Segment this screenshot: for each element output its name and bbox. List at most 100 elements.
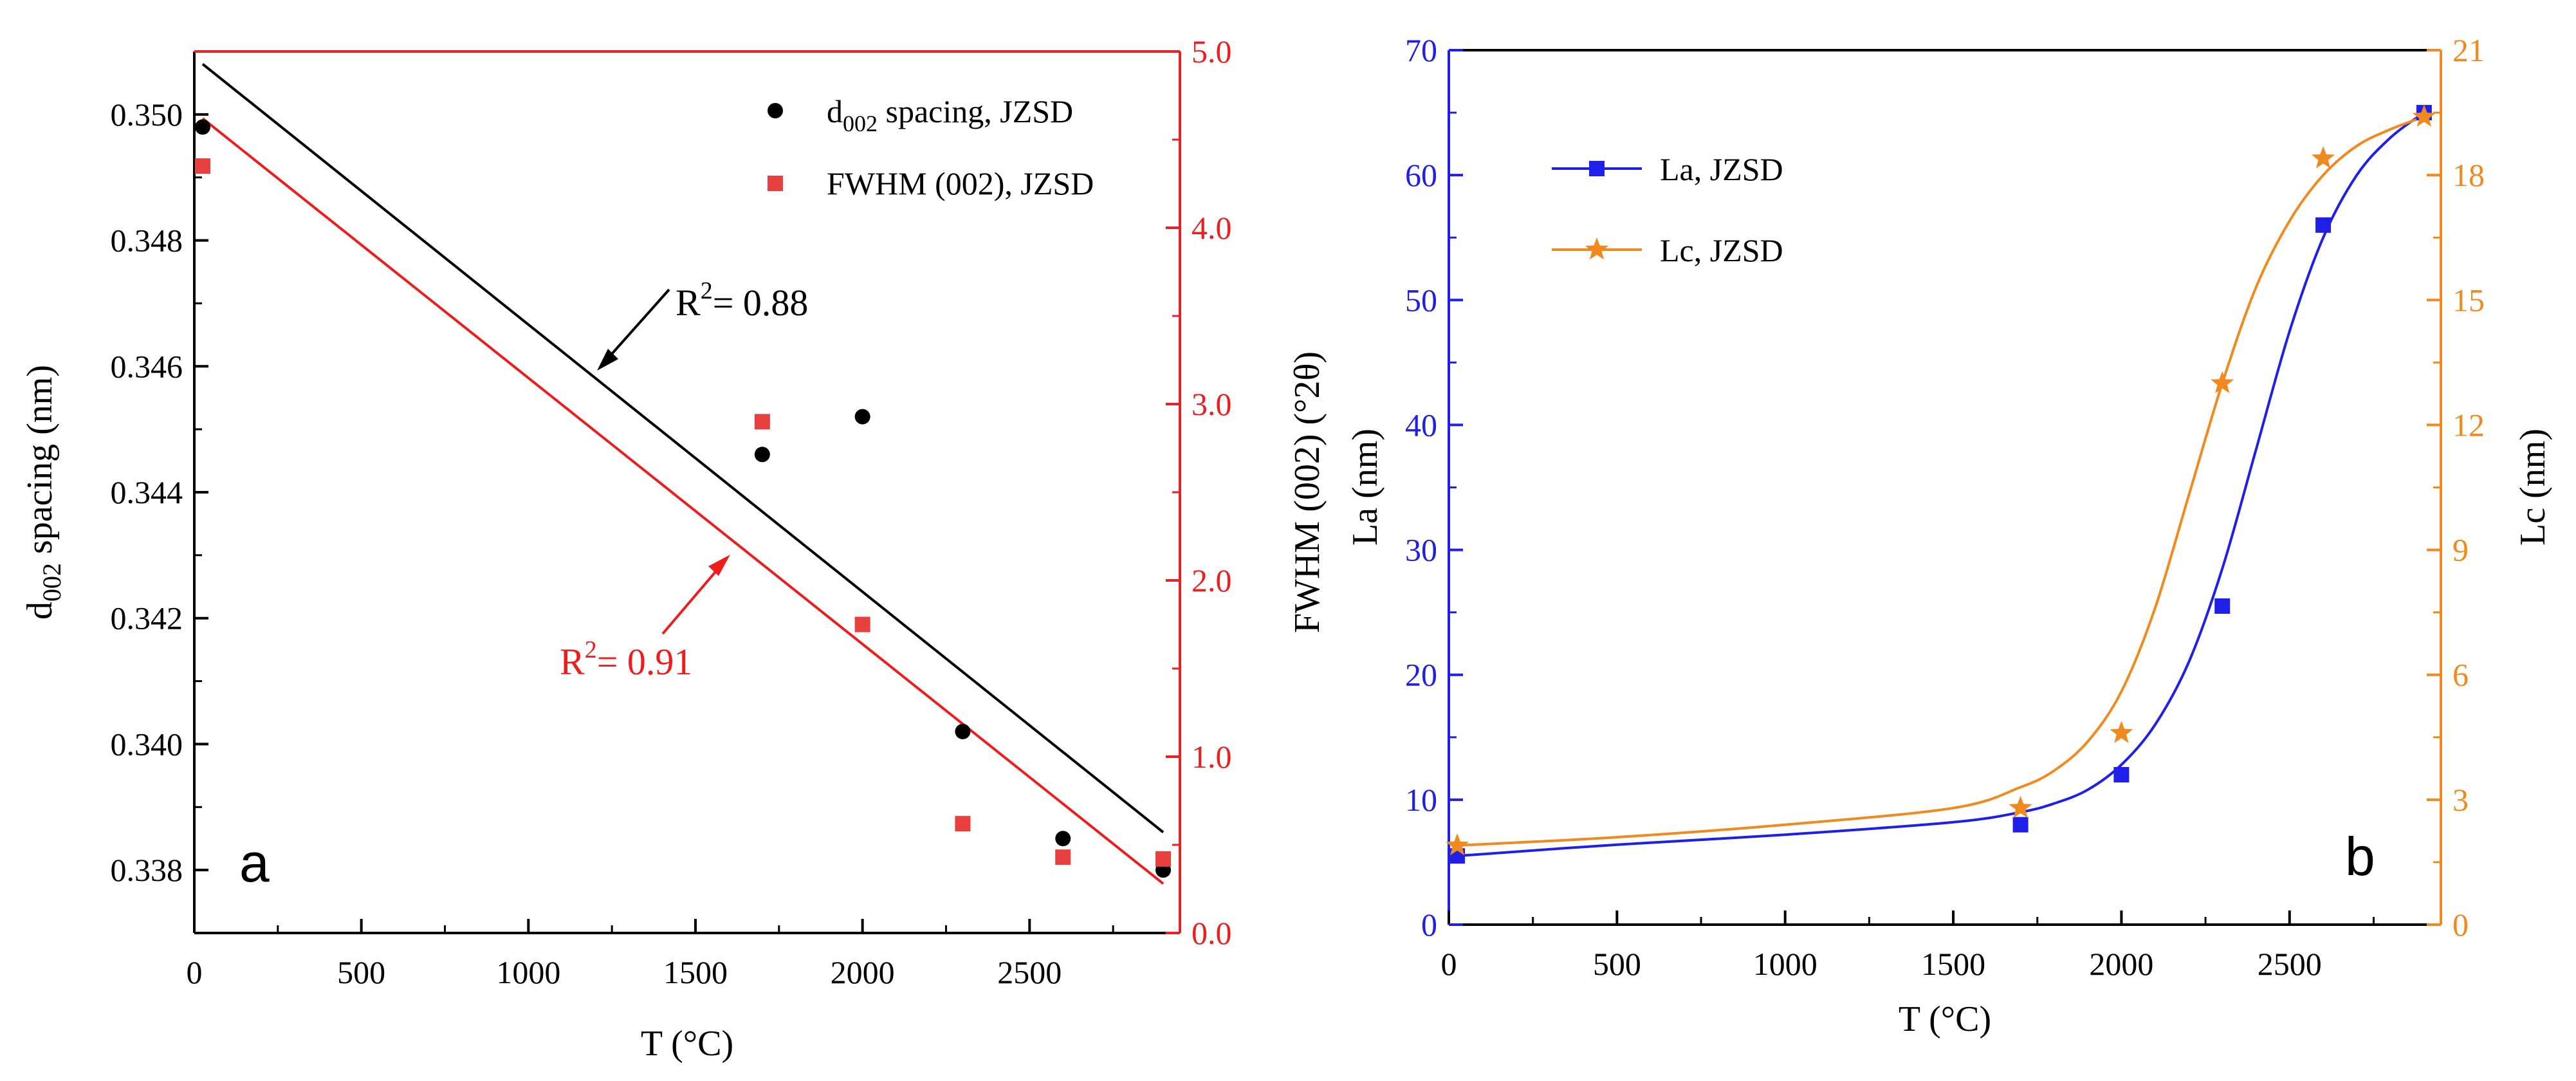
x-tick-label: 1500 (1921, 946, 1985, 982)
legend-d002-rest: spacing, JZSD (878, 93, 1073, 129)
y-left-tick-label: 70 (1405, 32, 1437, 68)
y-right-axis-title-b: Lc (nm) (2513, 429, 2553, 546)
fit-line (201, 63, 1164, 833)
y-left-tick-label: 30 (1405, 532, 1437, 568)
x-ticks: 0 500 1000 1500 2000 2500 (187, 919, 1114, 990)
y-right-tick-label: 12 (2452, 407, 2485, 443)
panel-label-a: a (239, 833, 270, 893)
y-left-tick-label: 0.344 (111, 474, 183, 510)
data-point (2009, 795, 2032, 818)
y-left-ticks: 0 10 20 30 40 50 60 70 (1405, 32, 1463, 943)
fit-curve (1457, 115, 2425, 847)
y-right-tick-label: 21 (2452, 32, 2485, 68)
legend-lc-label: Lc, JZSD (1660, 232, 1783, 268)
y-right-tick-label: 9 (2452, 532, 2469, 568)
x-ticks: 0 500 1000 1500 2000 2500 (1441, 910, 2375, 982)
annotation-r2-black: R2= 0.88 (597, 277, 808, 371)
data-point (1055, 831, 1071, 847)
y-left-tick-label: 0.340 (111, 726, 183, 762)
r2-red-exponent: 2 (585, 636, 597, 663)
svg-text:R2= 0.91: R2= 0.91 (560, 636, 692, 683)
data-point (854, 616, 870, 633)
y-left-tick-label: 40 (1405, 407, 1437, 443)
annotation-r2-red: R2= 0.91 (560, 555, 730, 683)
y-left-axis-title-a: d002 spacing (nm) (20, 365, 66, 620)
r2-black-exponent: 2 (701, 277, 713, 304)
y-left-tick-label: 0.350 (111, 97, 183, 133)
data-point (2315, 217, 2332, 233)
data-point (2110, 721, 2133, 743)
y-right-tick-label: 0 (2452, 907, 2469, 943)
y-right-ticks: 0.0 1.0 2.0 3.0 4.0 5.0 (1166, 33, 1232, 951)
chart-panel-b: 0 500 1000 1500 2000 2500 0 10 20 30 40 50 60 70 0 3 6… (1345, 32, 2553, 1039)
chart-panel-a: 0 500 1000 1500 2000 2500 0.338 0.340 0.342 0.34… (20, 33, 1327, 1064)
x-tick-label: 0 (1441, 946, 1457, 982)
r2-black-R: R (676, 282, 701, 324)
legend-marker-d002 (768, 103, 783, 118)
x-tick-label: 2000 (2089, 946, 2153, 982)
panel-label-b: b (2345, 826, 2375, 887)
data-point (2214, 598, 2231, 614)
x-tick-label: 1000 (496, 954, 560, 990)
data-point (955, 816, 971, 832)
x-tick-label: 1000 (1753, 946, 1817, 982)
x-axis-title-b: T (°C) (1899, 999, 1991, 1039)
fit-curves (1457, 111, 2425, 858)
data-point (2412, 104, 2436, 127)
y-right-tick-label: 0.0 (1191, 915, 1232, 951)
y-left-tick-label: 0.342 (111, 600, 183, 636)
x-tick-label: 2000 (831, 954, 895, 990)
y-right-tick-label: 1.0 (1191, 739, 1232, 775)
y-left-tick-label: 50 (1405, 282, 1437, 318)
y-left-axis-title-b: La (nm) (1345, 429, 1385, 546)
data-points (194, 119, 1172, 878)
r2-red-value: = 0.91 (597, 641, 693, 683)
y-right-ticks: 0 3 6 9 12 15 18 21 (2427, 32, 2485, 943)
y-right-tick-label: 15 (2452, 282, 2485, 318)
data-point (194, 158, 210, 174)
y-left-tick-label: 0.348 (111, 223, 183, 259)
legend-a: d002 spacing, JZSD FWHM (002), JZSD (768, 93, 1094, 201)
x-tick-label: 500 (337, 954, 385, 990)
y-right-tick-label: 6 (2452, 657, 2469, 693)
fit-line (201, 117, 1164, 885)
legend-marker-fwhm (768, 176, 783, 191)
fit-lines (201, 63, 1164, 885)
fit-curve (1457, 111, 2425, 858)
y-right-tick-label: 3.0 (1191, 386, 1232, 422)
x-tick-label: 0 (187, 954, 203, 990)
y-right-tick-label: 2.0 (1191, 562, 1232, 598)
legend-marker-lc (1585, 237, 1609, 260)
y-right-tick-label: 3 (2452, 782, 2469, 818)
svg-text:R2= 0.88: R2= 0.88 (676, 277, 808, 324)
y-left-tick-label: 20 (1405, 657, 1437, 693)
x-tick-label: 2500 (997, 954, 1062, 990)
y-left-ticks: 0.338 0.340 0.342 0.344 0.346 0.348 0.350 (111, 97, 208, 888)
x-tick-label: 2500 (2258, 946, 2322, 982)
data-point (1055, 849, 1071, 865)
legend-fwhm-label: FWHM (002), JZSD (827, 165, 1094, 201)
data-point (854, 409, 870, 425)
r2-black-value: = 0.88 (713, 282, 809, 324)
legend-marker-la (1589, 161, 1605, 176)
data-point (2012, 817, 2029, 833)
data-points (1446, 104, 2436, 864)
y-left-tick-label: 0.346 (111, 348, 183, 384)
svg-text:d002 spacing, JZSD: d002 spacing, JZSD (827, 93, 1073, 136)
y-right-tick-label: 18 (2452, 157, 2485, 193)
legend-b: La, JZSD Lc, JZSD (1552, 151, 1783, 268)
x-tick-label: 1500 (663, 954, 728, 990)
y-left-tick-label: 0.338 (111, 852, 183, 888)
r2-red-R: R (560, 641, 585, 683)
y-right-axis-title-a: FWHM (002) (°2θ) (1287, 351, 1327, 633)
data-point (1446, 833, 1469, 856)
y-right-tick-label: 4.0 (1191, 210, 1232, 246)
x-axis-title-a: T (°C) (641, 1024, 733, 1064)
y-left-tick-label: 0 (1421, 907, 1437, 943)
data-point (955, 723, 971, 739)
x-tick-label: 500 (1593, 946, 1641, 982)
data-point (2312, 146, 2335, 169)
data-point (2211, 371, 2234, 394)
data-point (194, 119, 210, 135)
